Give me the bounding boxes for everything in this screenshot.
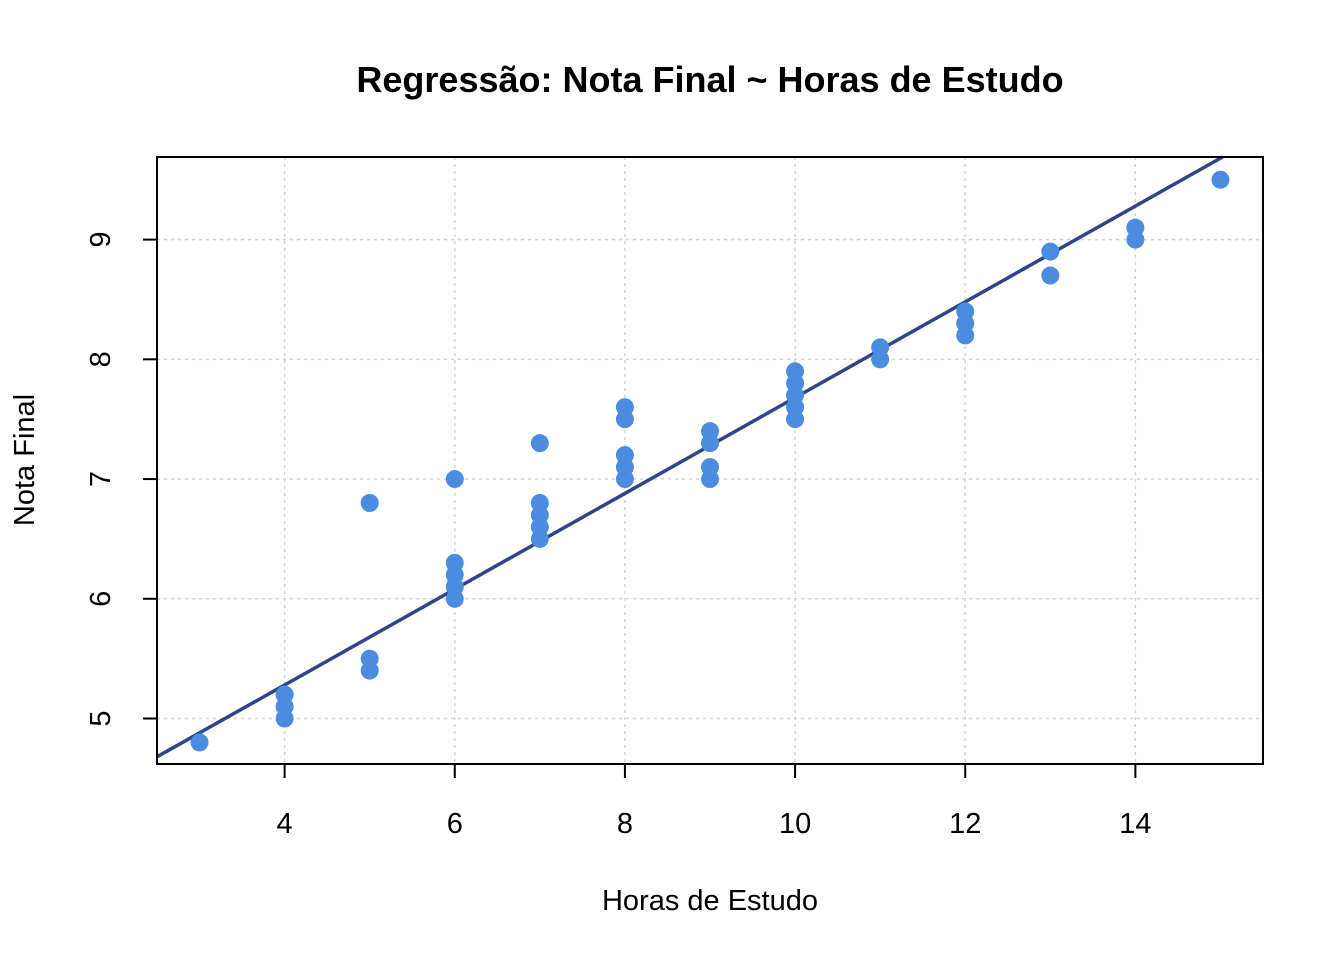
x-tick-label: 4: [277, 808, 293, 840]
data-point: [701, 422, 719, 441]
data-point: [1041, 266, 1060, 285]
data-point: [1126, 218, 1145, 237]
y-tick-label: 7: [85, 471, 117, 487]
data-point: [701, 458, 719, 477]
grid: [157, 157, 1263, 764]
x-tick-label: 12: [949, 808, 981, 840]
x-axis: 4 6 8 10 12 14: [277, 763, 1152, 840]
data-point: [275, 685, 294, 704]
x-tick-label: 6: [447, 808, 463, 840]
data-point: [615, 398, 634, 417]
data-point: [530, 494, 549, 513]
data-point: [615, 446, 634, 465]
data-point: [190, 733, 209, 752]
y-tick-label: 5: [85, 710, 117, 726]
data-point: [1041, 242, 1060, 261]
y-tick-label: 9: [85, 232, 117, 248]
y-tick-label: 6: [85, 591, 117, 607]
chart-title: Regressão: Nota Final ~ Horas de Estudo: [356, 59, 1063, 100]
data-points: [190, 170, 1230, 752]
data-point: [360, 649, 379, 668]
data-point: [871, 338, 890, 357]
data-point: [445, 470, 464, 489]
x-axis-label: Horas de Estudo: [602, 885, 818, 917]
data-point: [786, 362, 805, 381]
x-tick-label: 10: [779, 808, 811, 840]
data-point: [445, 553, 464, 572]
y-axis: 5 6 7 8 9: [85, 232, 158, 727]
x-tick-label: 14: [1119, 808, 1151, 840]
data-point: [1211, 170, 1230, 189]
y-tick-label: 8: [85, 351, 117, 367]
regression-line-group: [156, 155, 1224, 759]
y-axis-label: Nota Final: [9, 394, 41, 526]
x-tick-label: 8: [617, 808, 633, 840]
regression-line: [156, 155, 1224, 759]
data-point: [530, 434, 549, 453]
data-point: [956, 302, 975, 321]
data-point: [360, 494, 379, 513]
